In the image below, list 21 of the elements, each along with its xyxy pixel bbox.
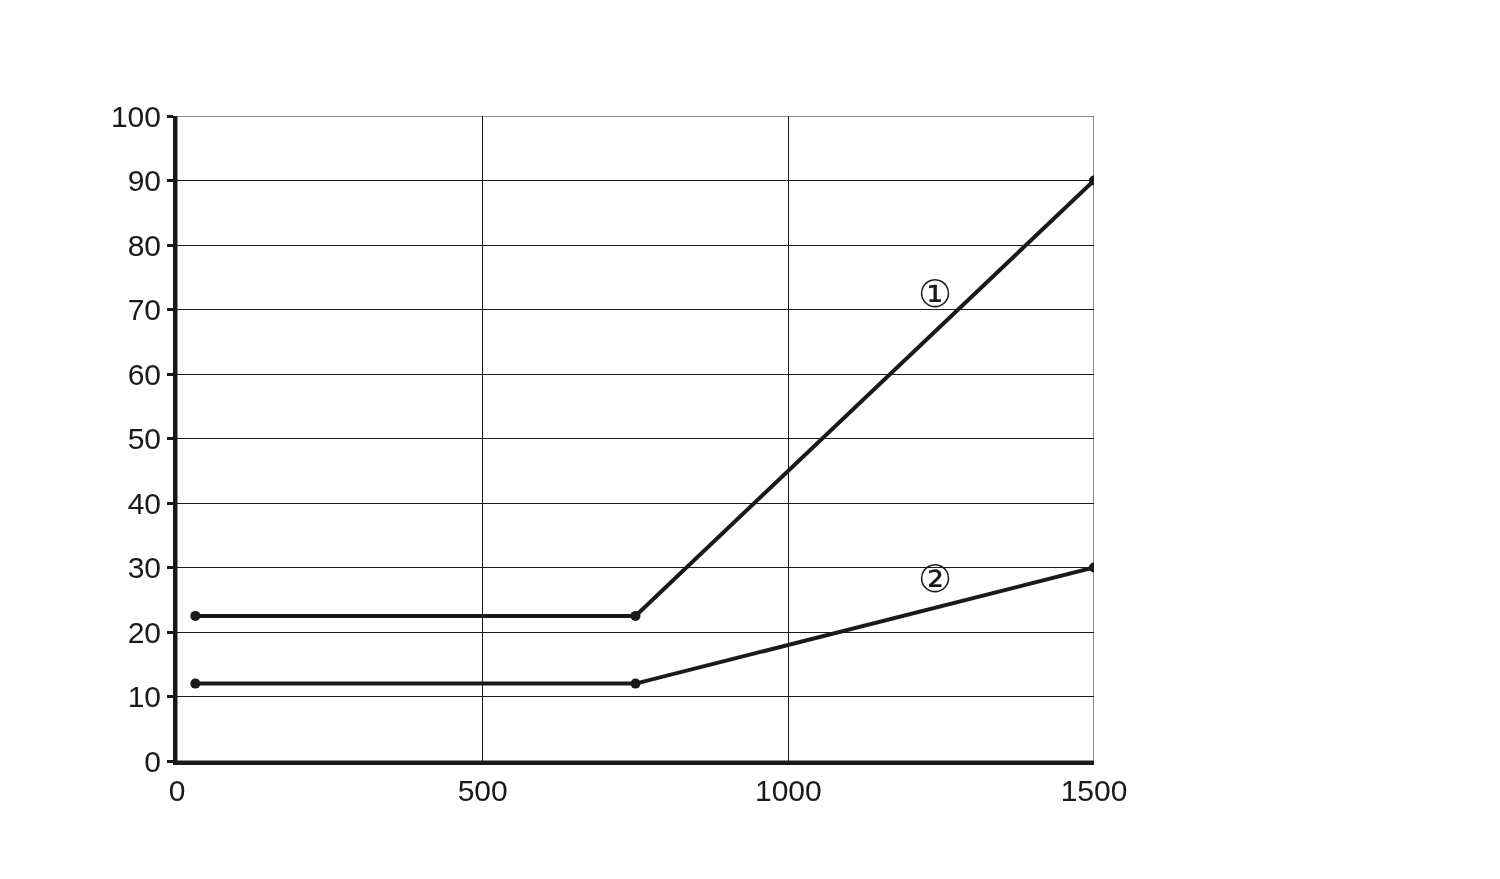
y-tick-label: 90 — [127, 164, 161, 197]
y-tick-label: 50 — [127, 422, 161, 455]
y-tick-label: 40 — [127, 486, 161, 520]
y-tick-label: 0 — [144, 744, 161, 778]
x-tick-label: 1500 — [1060, 774, 1128, 807]
y-tick-label: 30 — [127, 551, 161, 584]
x-tick-label: 1000 — [754, 774, 822, 807]
y-tick-label: 20 — [127, 615, 161, 649]
x-tick-label: 500 — [457, 774, 508, 807]
point — [630, 610, 641, 621]
y-tick-label: 70 — [127, 293, 161, 326]
y-tick-label: 80 — [127, 228, 161, 262]
point — [190, 610, 201, 621]
y-tick-label: 100 — [110, 99, 161, 133]
point — [630, 678, 641, 689]
series-label: ① — [918, 272, 953, 316]
point — [190, 678, 201, 689]
y-tick-label: 10 — [127, 680, 161, 713]
x-tick-label: 0 — [168, 774, 186, 807]
series-label: ② — [918, 557, 953, 601]
y-tick-label: 60 — [127, 357, 161, 391]
